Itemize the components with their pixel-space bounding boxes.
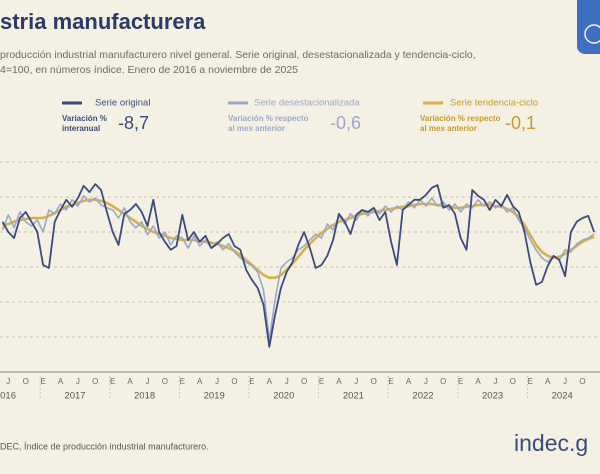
year-label: 2023 <box>482 391 503 402</box>
x-tick-label: O <box>371 377 377 386</box>
x-tick-label: O <box>510 377 516 386</box>
stat-label: al mes anterior <box>420 124 477 133</box>
x-tick-label: O <box>231 377 237 386</box>
series-line <box>1 183 595 348</box>
brand: indec.g <box>514 430 588 456</box>
x-tick-label: A <box>336 377 342 386</box>
x-tick-label: E <box>388 377 393 386</box>
x-tick-label: E <box>110 377 115 386</box>
legend-label: Serie original <box>95 98 150 109</box>
x-tick-label: E <box>528 377 533 386</box>
x-tick-label: J <box>6 377 10 386</box>
x-tick-label: E <box>249 377 254 386</box>
x-tick-label: E <box>180 377 185 386</box>
x-tick-label: A <box>545 377 551 386</box>
x-tick-label: E <box>40 377 45 386</box>
x-tick-label: J <box>494 377 498 386</box>
year-label: 2020 <box>273 391 294 402</box>
x-tick-label: J <box>146 377 150 386</box>
year-label: 2016 <box>0 391 16 402</box>
x-tick-label: J <box>354 377 358 386</box>
series-line <box>2 198 595 280</box>
stat-label: Variación % <box>62 114 107 123</box>
x-tick-label: J <box>285 377 289 386</box>
year-label: 2024 <box>552 391 573 402</box>
stat-label: Variación % respecto <box>228 114 309 123</box>
series-line <box>1 195 595 341</box>
x-tick-label: O <box>92 377 98 386</box>
year-label: 2019 <box>204 391 225 402</box>
x-tick-label: O <box>440 377 446 386</box>
x-tick-label: A <box>406 377 412 386</box>
x-tick-label: O <box>301 377 307 386</box>
year-label: 2018 <box>134 391 155 402</box>
logo-icon <box>584 24 600 44</box>
x-tick-label: O <box>23 377 29 386</box>
legend-label: Serie desestacionalizada <box>254 98 360 109</box>
x-tick-label: A <box>127 377 133 386</box>
x-tick-label: J <box>76 377 80 386</box>
stat-value: -0,6 <box>330 113 361 133</box>
stat-value: -0,1 <box>505 113 536 133</box>
stat-label: interanual <box>62 124 100 133</box>
stat-label: Variación % respecto <box>420 114 501 123</box>
year-label: 2021 <box>343 391 364 402</box>
stat-label: al mes anterior <box>228 124 285 133</box>
x-tick-label: J <box>215 377 219 386</box>
chart-title: stria manufacturera <box>0 9 206 34</box>
x-tick-label: A <box>197 377 203 386</box>
x-tick-label: O <box>162 377 168 386</box>
subtitle: 4=100, en números índice. Enero de 2016 … <box>0 64 298 76</box>
x-tick-label: E <box>319 377 324 386</box>
subtitle: producción industrial manufacturero nive… <box>0 49 476 61</box>
x-tick-label: J <box>424 377 428 386</box>
x-tick-label: J <box>563 377 567 386</box>
source: DEC, Índice de producción industrial man… <box>0 441 209 451</box>
legend-label: Serie tendencia-ciclo <box>450 98 538 109</box>
stat-value: -8,7 <box>118 113 149 133</box>
x-tick-label: O <box>579 377 585 386</box>
x-tick-label: A <box>475 377 481 386</box>
x-tick-label: E <box>458 377 463 386</box>
year-label: 2017 <box>64 391 85 402</box>
x-tick-label: A <box>58 377 64 386</box>
year-label: 2022 <box>412 391 433 402</box>
x-tick-label: A <box>267 377 273 386</box>
